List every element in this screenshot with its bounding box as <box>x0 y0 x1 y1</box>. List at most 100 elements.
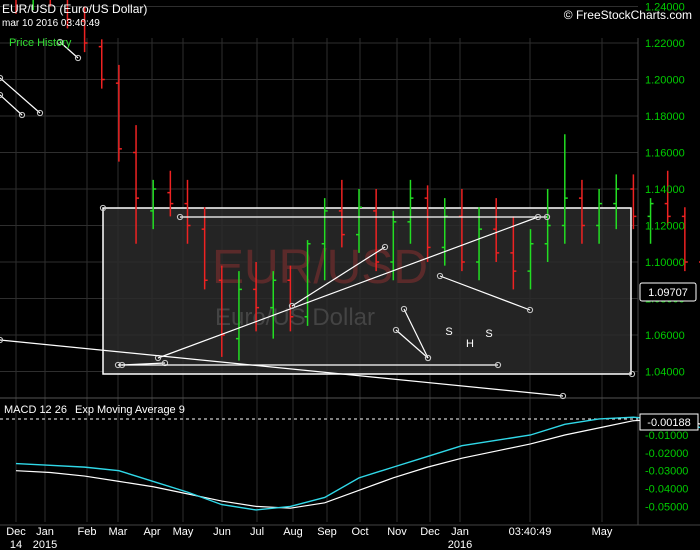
trendline <box>0 91 26 119</box>
time-tick-sublabel: 2015 <box>33 539 57 550</box>
time-tick-label: Sep <box>317 526 337 538</box>
time-tick-label: Dec <box>6 526 26 538</box>
ohlc-bar <box>201 207 208 290</box>
trendline-handle <box>114 361 122 369</box>
trendline <box>0 336 567 400</box>
ohlc-bar <box>476 207 483 281</box>
ohlc-bar <box>596 189 603 244</box>
ohlc-bar <box>32 0 34 11</box>
trendline <box>436 272 534 314</box>
time-tick-label: 03:40:49 <box>509 526 552 538</box>
trendline-handle <box>36 109 44 117</box>
ohlc-bar <box>407 179 414 244</box>
ohlc-bar <box>441 198 448 266</box>
ohlc-bar <box>98 39 105 89</box>
trendline-segment <box>59 41 79 59</box>
trendline-handle <box>56 38 64 46</box>
macd-tick-label: -0.01000 <box>645 430 688 442</box>
ohlc-bar <box>630 174 637 230</box>
trendline-handle <box>288 302 296 310</box>
price-tick-label: 1.06000 <box>645 330 685 342</box>
time-tick-label: Apr <box>143 526 160 538</box>
time-tick-sublabel: 14 <box>10 539 22 550</box>
ohlc-bar <box>133 125 140 244</box>
trendline <box>288 243 389 310</box>
trendline-handle <box>494 361 502 369</box>
ohlc-bar <box>681 207 688 272</box>
trendline-handle <box>381 243 389 251</box>
trendline-handle <box>18 111 26 119</box>
trendline-handle <box>74 54 82 62</box>
time-tick-label: Aug <box>283 526 303 538</box>
trendline <box>400 305 432 362</box>
macd-tick-label: -0.05000 <box>645 501 688 513</box>
trendline <box>56 38 82 62</box>
macd-tick-label: -0.04000 <box>645 484 688 496</box>
ohlc-bar <box>356 189 362 253</box>
ohlc-bar <box>321 198 328 281</box>
trendline-handle <box>0 91 4 99</box>
time-tick-label: Feb <box>78 526 97 538</box>
current-price-value: 1.09707 <box>648 287 688 299</box>
macd-panel-label: MACD 12 26 Exp Moving Average 9 <box>4 404 193 416</box>
time-tick-label: Jan <box>36 526 54 538</box>
time-tick-label: Jan <box>451 526 469 538</box>
price-tick-label: 1.22000 <box>645 38 685 50</box>
macd-tick-label: -0.02000 <box>645 448 688 460</box>
macd-line <box>15 416 700 511</box>
time-tick-label: Jul <box>250 526 264 538</box>
chart-title: EUR/USD (Euro/US Dollar) <box>2 2 148 16</box>
ohlc-bar <box>115 64 122 162</box>
trendline-segment <box>0 77 41 114</box>
price-tick-label: 1.04000 <box>645 367 685 379</box>
trendline-handle <box>0 336 4 344</box>
time-tick-label: Jun <box>213 526 231 538</box>
trendline-handle <box>0 74 4 82</box>
macd-value-badge <box>639 413 699 431</box>
ohlc-bar <box>66 0 71 29</box>
price-tick-label: 1.14000 <box>645 184 685 196</box>
time-tick-label: May <box>592 526 613 538</box>
ohlc-bar <box>424 185 431 262</box>
trendline-handle <box>534 213 542 221</box>
box-handle <box>99 204 107 212</box>
time-tick-label: Oct <box>351 526 368 538</box>
time-tick-label: Mar <box>109 526 128 538</box>
time-tick-label: Nov <box>387 526 407 538</box>
trendline <box>0 74 44 117</box>
ohlc-bar <box>304 240 311 326</box>
ohlc-bar <box>390 210 397 281</box>
ohlc-bar <box>15 0 17 14</box>
trendline-handle <box>424 354 432 362</box>
trendline-handle <box>176 213 184 221</box>
ohlc-bar <box>510 216 517 290</box>
ohlc-bar <box>527 229 534 290</box>
ohlc-bar <box>544 189 551 262</box>
ohlc-bar <box>613 174 620 230</box>
macd-signal-label: Exp Moving Average 9 <box>74 404 185 416</box>
trendline-handle <box>400 305 408 313</box>
ohlc-bar <box>81 6 88 53</box>
box-handle <box>628 370 636 378</box>
trendline-segment <box>403 308 429 359</box>
price-tick-label: 1.18000 <box>645 111 685 123</box>
pattern-label: S <box>445 326 452 338</box>
ohlc-bar <box>493 198 500 262</box>
trendline-segment <box>291 246 386 307</box>
ohlc-bar <box>578 179 585 244</box>
ohlc-bar <box>664 170 671 226</box>
ohlc-bar <box>287 265 294 332</box>
trendline-segment <box>157 216 539 359</box>
price-tick-label: 1.12000 <box>645 221 685 233</box>
price-tick-label: 1.20000 <box>645 75 685 87</box>
time-tick-sublabel: 2016 <box>448 539 472 550</box>
brand-watermark: © FreeStockCharts.com <box>563 8 692 22</box>
trendline-segment <box>0 339 564 397</box>
trendline-segment <box>0 94 23 116</box>
trendline-handle <box>559 392 567 400</box>
trendline <box>176 213 551 221</box>
trendline-segment <box>395 329 429 359</box>
ohlc-bar <box>647 198 654 244</box>
ohlc-bar <box>458 189 465 272</box>
